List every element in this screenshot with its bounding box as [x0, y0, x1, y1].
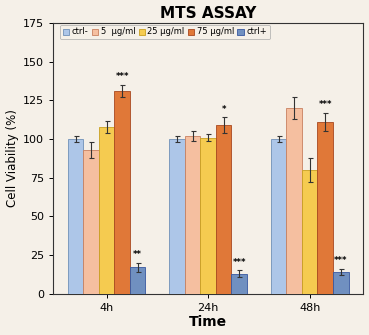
- Bar: [169, 139, 185, 294]
- Bar: [317, 122, 333, 294]
- Bar: [130, 267, 145, 294]
- Bar: [83, 150, 99, 294]
- Bar: [185, 136, 200, 294]
- Bar: [216, 125, 231, 294]
- Bar: [231, 274, 247, 294]
- Bar: [302, 170, 317, 294]
- Bar: [114, 91, 130, 294]
- Title: MTS ASSAY: MTS ASSAY: [160, 6, 256, 20]
- Bar: [271, 139, 286, 294]
- Bar: [333, 272, 348, 294]
- X-axis label: Time: Time: [189, 316, 227, 329]
- Text: *: *: [221, 105, 226, 114]
- Text: ***: ***: [318, 100, 332, 109]
- Text: **: **: [133, 250, 142, 259]
- Bar: [200, 137, 216, 294]
- Y-axis label: Cell Viability (%): Cell Viability (%): [6, 110, 18, 207]
- Legend: ctrl-, 5  μg/ml, 25 μg/ml, 75 μg/ml, ctrl+: ctrl-, 5 μg/ml, 25 μg/ml, 75 μg/ml, ctrl…: [60, 24, 270, 40]
- Text: ***: ***: [115, 72, 129, 81]
- Bar: [99, 127, 114, 294]
- Bar: [68, 139, 83, 294]
- Text: ***: ***: [232, 258, 246, 267]
- Text: ***: ***: [334, 256, 348, 265]
- Bar: [286, 108, 302, 294]
